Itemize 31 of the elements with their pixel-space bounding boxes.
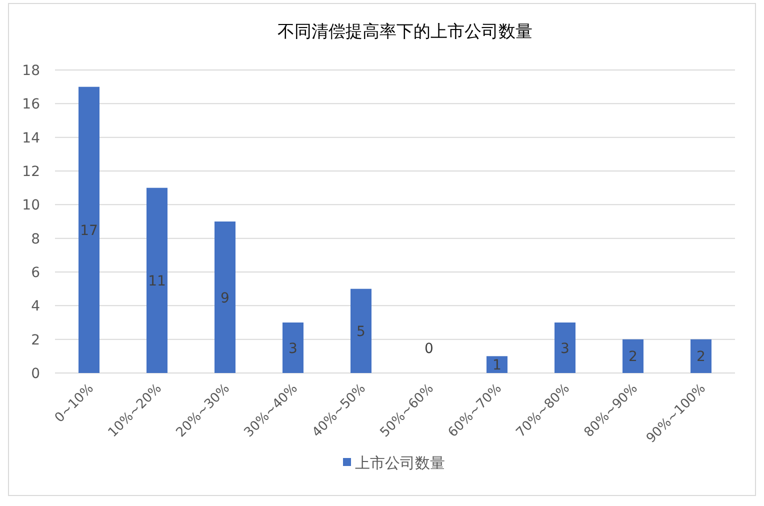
bar xyxy=(486,356,508,373)
bar xyxy=(690,339,712,373)
y-tick-label: 8 xyxy=(31,231,40,248)
bar xyxy=(146,188,168,373)
y-tick-label: 18 xyxy=(22,63,40,79)
y-tick-label: 10 xyxy=(22,198,40,214)
legend-label: 上市公司数量 xyxy=(355,454,445,472)
data-label: 9 xyxy=(220,290,230,306)
data-label: 3 xyxy=(288,340,298,357)
data-label: 2 xyxy=(696,349,706,366)
bar xyxy=(78,86,100,373)
bar xyxy=(350,288,372,373)
data-label: 1 xyxy=(492,358,502,374)
data-label: 17 xyxy=(80,222,98,239)
bar xyxy=(554,322,576,373)
data-label: 2 xyxy=(628,349,638,366)
data-label: 3 xyxy=(560,340,570,357)
data-label: 5 xyxy=(356,324,366,340)
bar xyxy=(282,322,304,373)
chart-title: 不同清偿提高率下的上市公司数量 xyxy=(278,22,532,42)
y-tick-label: 0 xyxy=(31,366,40,382)
y-tick-label: 14 xyxy=(22,130,40,146)
y-tick-label: 6 xyxy=(31,265,40,281)
y-tick-label: 16 xyxy=(22,96,40,113)
bar xyxy=(214,222,236,373)
bar xyxy=(622,339,644,373)
data-label: 11 xyxy=(148,273,166,290)
y-tick-label: 2 xyxy=(31,332,40,348)
data-label: 0 xyxy=(424,341,434,357)
y-tick-label: 4 xyxy=(31,298,40,315)
y-tick-label: 12 xyxy=(22,164,40,180)
